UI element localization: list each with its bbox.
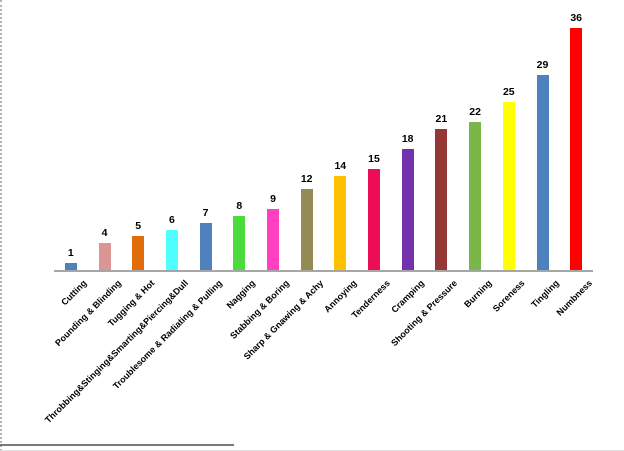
bar bbox=[98, 243, 111, 270]
bar-value-label: 18 bbox=[401, 133, 414, 145]
bar bbox=[401, 149, 414, 270]
bar-value-label: 6 bbox=[168, 214, 175, 226]
category-label: Soreness bbox=[491, 278, 527, 314]
category-label: Nagging bbox=[224, 278, 258, 311]
bar-value-label: 25 bbox=[502, 86, 515, 98]
bar bbox=[300, 189, 313, 270]
category-label: Tingling bbox=[528, 278, 561, 310]
page-bottom-border bbox=[0, 444, 234, 446]
bar bbox=[502, 102, 515, 270]
bar-value-label: 21 bbox=[435, 113, 448, 125]
bar-value-label: 4 bbox=[101, 227, 108, 239]
bar-value-label: 15 bbox=[368, 153, 380, 165]
bar bbox=[469, 122, 482, 270]
bar bbox=[64, 263, 77, 270]
category-label: Stabbing & Boring bbox=[228, 278, 292, 341]
bar-value-label: 8 bbox=[236, 200, 243, 212]
category-label: Shooting & Pressure bbox=[389, 278, 460, 349]
bar bbox=[267, 209, 279, 270]
bar-value-label: 5 bbox=[135, 220, 142, 232]
bar-value-label: 12 bbox=[300, 173, 313, 185]
bar-value-label: 29 bbox=[536, 59, 549, 71]
page-left-border bbox=[0, 0, 2, 451]
bar bbox=[536, 75, 549, 270]
bar bbox=[132, 236, 145, 270]
bar-value-label: 7 bbox=[202, 207, 209, 219]
bar-value-label: 22 bbox=[469, 106, 481, 118]
bar-value-label: 1 bbox=[67, 247, 74, 259]
bar bbox=[165, 230, 178, 270]
bar bbox=[334, 176, 347, 270]
category-label: Cutting bbox=[59, 278, 89, 308]
bar bbox=[233, 216, 246, 270]
bar bbox=[570, 28, 583, 270]
bar-value-label: 14 bbox=[334, 160, 347, 172]
bar bbox=[199, 223, 212, 270]
x-axis-line bbox=[54, 270, 593, 272]
bar bbox=[435, 129, 448, 270]
category-label: Burning bbox=[461, 278, 494, 310]
bar-value-label: 9 bbox=[270, 193, 276, 205]
bar bbox=[368, 169, 380, 270]
bar-value-label: 36 bbox=[570, 12, 583, 24]
